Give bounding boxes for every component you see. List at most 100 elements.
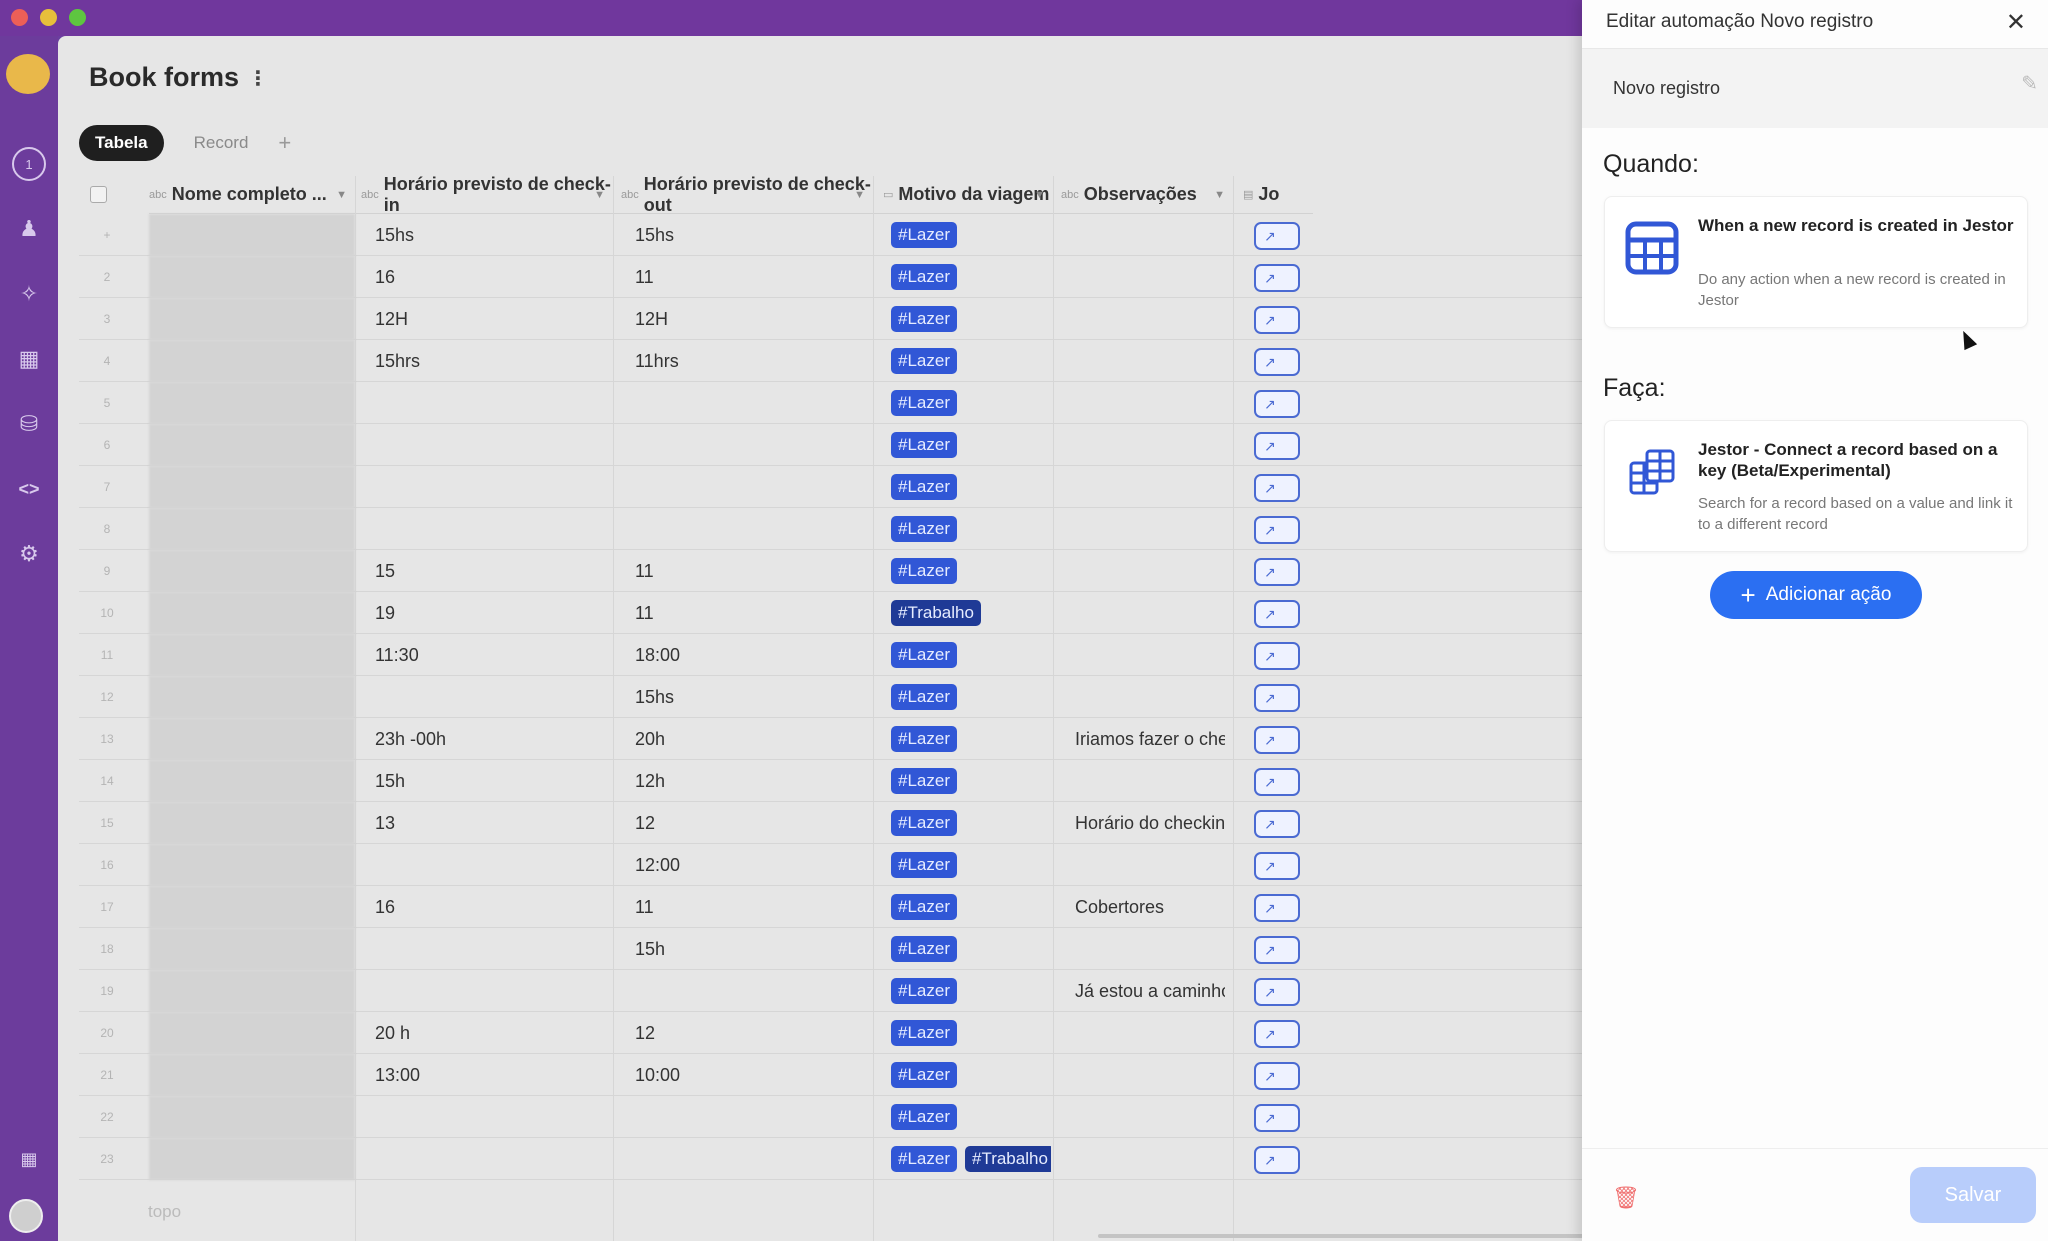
action-card[interactable]: Jestor - Connect a record based on a key… bbox=[1604, 420, 2028, 552]
info-icon[interactable]: ⋮ bbox=[248, 68, 268, 90]
checkout-cell[interactable]: 15h bbox=[635, 938, 666, 959]
external-link-icon[interactable]: ↗ bbox=[1254, 894, 1300, 922]
observacoes-cell[interactable] bbox=[1075, 466, 1225, 508]
name-cell-redacted[interactable] bbox=[149, 802, 355, 844]
column-header-observacoes[interactable]: abc Observações ▼ bbox=[1053, 176, 1233, 214]
name-cell-redacted[interactable] bbox=[149, 298, 355, 340]
column-menu-icon[interactable]: ▼ bbox=[1214, 188, 1225, 201]
checkout-cell[interactable]: 11 bbox=[635, 896, 654, 917]
observacoes-cell[interactable]: Cobertores bbox=[1075, 896, 1165, 917]
pencil-icon[interactable]: ✎ bbox=[2021, 73, 2038, 95]
workspace-logo[interactable] bbox=[6, 54, 50, 94]
name-cell-redacted[interactable] bbox=[149, 424, 355, 466]
checkin-cell[interactable] bbox=[375, 1138, 605, 1180]
column-header-checkout[interactable]: abc Horário previsto de check-out ▼ bbox=[613, 174, 873, 215]
name-cell-redacted[interactable] bbox=[149, 844, 355, 886]
table-row[interactable]: 8 #Lazer ↗ bbox=[79, 508, 1582, 550]
checkin-cell[interactable] bbox=[375, 928, 605, 970]
column-menu-icon[interactable]: ▼ bbox=[336, 188, 347, 201]
motivo-cell[interactable]: #Lazer #Trabalho bbox=[891, 1138, 1051, 1180]
name-cell-redacted[interactable] bbox=[149, 592, 355, 634]
name-cell-redacted[interactable] bbox=[149, 634, 355, 676]
users-icon[interactable]: ♟ bbox=[19, 216, 39, 241]
table-row[interactable]: 7 #Lazer ↗ bbox=[79, 466, 1582, 508]
add-tab-icon[interactable]: + bbox=[278, 130, 292, 155]
automations-icon[interactable]: ✧ bbox=[19, 281, 39, 306]
table-row[interactable]: 19 #Lazer Já estou a caminho ... ↗ bbox=[79, 970, 1582, 1012]
close-icon[interactable]: ✕ bbox=[2005, 9, 2026, 36]
table-row[interactable]: 14 15h 12h #Lazer ↗ bbox=[79, 760, 1582, 802]
checkout-cell[interactable] bbox=[635, 508, 865, 550]
observacoes-cell[interactable] bbox=[1075, 844, 1225, 886]
table-row[interactable]: 20 20 h 12 #Lazer ↗ bbox=[79, 1012, 1582, 1054]
add-action-button[interactable]: + Adicionar ação bbox=[1710, 571, 1922, 619]
motivo-cell[interactable]: #Lazer bbox=[891, 550, 1051, 592]
checkout-cell[interactable] bbox=[635, 424, 865, 466]
motivo-cell[interactable]: #Lazer bbox=[891, 970, 1051, 1012]
observacoes-cell[interactable] bbox=[1075, 424, 1225, 466]
name-cell-redacted[interactable] bbox=[149, 382, 355, 424]
observacoes-cell[interactable] bbox=[1075, 550, 1225, 592]
observacoes-cell[interactable] bbox=[1075, 340, 1225, 382]
checkin-cell[interactable] bbox=[375, 1096, 605, 1138]
name-cell-redacted[interactable] bbox=[149, 928, 355, 970]
external-link-icon[interactable]: ↗ bbox=[1254, 516, 1300, 544]
observacoes-cell[interactable] bbox=[1075, 508, 1225, 550]
close-window-button[interactable] bbox=[11, 9, 28, 26]
save-button[interactable]: Salvar bbox=[1910, 1167, 2036, 1223]
external-link-icon[interactable]: ↗ bbox=[1254, 768, 1300, 796]
motivo-cell[interactable]: #Lazer bbox=[891, 928, 1051, 970]
select-all-checkbox[interactable] bbox=[90, 186, 107, 203]
checkin-cell[interactable]: 15hs bbox=[375, 224, 415, 245]
table-row[interactable]: 9 15 11 #Lazer ↗ bbox=[79, 550, 1582, 592]
observacoes-cell[interactable]: Horário do checkin ... bbox=[1075, 812, 1225, 833]
external-link-icon[interactable]: ↗ bbox=[1254, 1104, 1300, 1132]
observacoes-cell[interactable] bbox=[1075, 382, 1225, 424]
checkout-cell[interactable] bbox=[635, 970, 865, 1012]
checkout-cell[interactable]: 15hs bbox=[635, 224, 675, 245]
name-cell-redacted[interactable] bbox=[149, 1138, 355, 1180]
motivo-cell[interactable]: #Lazer bbox=[891, 466, 1051, 508]
checkin-cell[interactable]: 11:30 bbox=[375, 644, 419, 665]
checkin-cell[interactable]: 20 h bbox=[375, 1022, 411, 1043]
checkout-cell[interactable] bbox=[635, 1138, 865, 1180]
table-row[interactable]: 18 15h #Lazer ↗ bbox=[79, 928, 1582, 970]
motivo-cell[interactable]: #Trabalho bbox=[891, 592, 1051, 634]
horizontal-scrollbar[interactable] bbox=[1098, 1234, 1582, 1238]
motivo-cell[interactable]: #Lazer bbox=[891, 382, 1051, 424]
checkin-cell[interactable] bbox=[375, 508, 605, 550]
checkout-cell[interactable]: 12:00 bbox=[635, 854, 681, 875]
checkin-cell[interactable]: 12H bbox=[375, 308, 409, 329]
checkout-cell[interactable]: 11hrs bbox=[635, 350, 679, 371]
name-cell-redacted[interactable] bbox=[149, 676, 355, 718]
checkin-cell[interactable] bbox=[375, 844, 605, 886]
external-link-icon[interactable]: ↗ bbox=[1254, 600, 1300, 628]
name-cell-redacted[interactable] bbox=[149, 340, 355, 382]
motivo-cell[interactable]: #Lazer bbox=[891, 298, 1051, 340]
name-cell-redacted[interactable] bbox=[149, 760, 355, 802]
motivo-cell[interactable]: #Lazer bbox=[891, 1054, 1051, 1096]
checkout-cell[interactable] bbox=[635, 1096, 865, 1138]
name-cell-redacted[interactable] bbox=[149, 508, 355, 550]
column-menu-icon[interactable]: ▼ bbox=[594, 188, 605, 201]
checkin-cell[interactable] bbox=[375, 676, 605, 718]
minimize-window-button[interactable] bbox=[40, 9, 57, 26]
name-cell-redacted[interactable] bbox=[149, 1054, 355, 1096]
name-cell-redacted[interactable] bbox=[149, 1096, 355, 1138]
external-link-icon[interactable]: ↗ bbox=[1254, 348, 1300, 376]
external-link-icon[interactable]: ↗ bbox=[1254, 264, 1300, 292]
checkout-cell[interactable]: 11 bbox=[635, 266, 654, 287]
trash-icon[interactable]: 🗑 bbox=[1612, 1185, 1640, 1210]
checkin-cell[interactable]: 16 bbox=[375, 896, 396, 917]
checkout-cell[interactable]: 18:00 bbox=[635, 644, 681, 665]
table-row[interactable]: 12 15hs #Lazer ↗ bbox=[79, 676, 1582, 718]
external-link-icon[interactable]: ↗ bbox=[1254, 726, 1300, 754]
database-icon[interactable]: ⛁ bbox=[19, 411, 39, 436]
name-cell-redacted[interactable] bbox=[149, 1012, 355, 1054]
table-row[interactable]: 3 12H 12H #Lazer ↗ bbox=[79, 298, 1582, 340]
table-row[interactable]: 17 16 11 #Lazer Cobertores ↗ bbox=[79, 886, 1582, 928]
table-row[interactable]: 11 11:30 18:00 #Lazer ↗ bbox=[79, 634, 1582, 676]
table-row[interactable]: +15hs 15hs #Lazer ↗ bbox=[79, 214, 1582, 256]
name-cell-redacted[interactable] bbox=[149, 550, 355, 592]
motivo-cell[interactable]: #Lazer bbox=[891, 256, 1051, 298]
